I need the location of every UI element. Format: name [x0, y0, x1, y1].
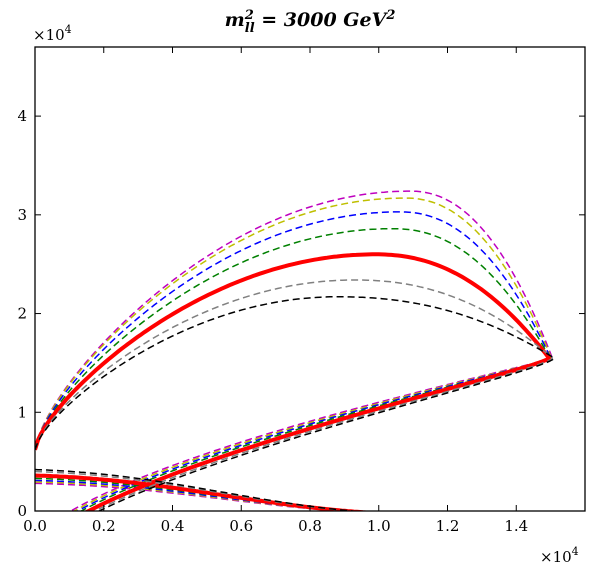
y-axis-multiplier: ×104: [33, 23, 72, 44]
ticks-group: 0.0 0.2 0.4 0.6 0.8 1.0 1.2 1.4 0 1 2 3 4: [17, 47, 585, 535]
x-tick-label: 0.6: [229, 517, 253, 535]
plot-frame: [34, 46, 586, 512]
x-tick-label: 0.8: [298, 517, 322, 535]
series-yellow-line: [35, 481, 351, 511]
x-tick-label: 1.0: [367, 517, 391, 535]
series-green-line: [35, 477, 354, 511]
series-magenta-line: [35, 190, 554, 511]
x-tick-label: 0.2: [92, 517, 116, 535]
series-blue-line: [35, 211, 552, 511]
y-tick-label: 0: [17, 502, 27, 520]
x-tick-label: 0.0: [23, 517, 47, 535]
y-tick-label: 4: [17, 107, 27, 125]
y-tick-label: 1: [17, 403, 27, 421]
series-black-line: [35, 296, 556, 511]
series-gray-line: [35, 470, 359, 511]
series-blue-line: [35, 479, 352, 511]
y-tick-label: 3: [17, 206, 27, 224]
x-tick-label: 0.4: [161, 517, 185, 535]
x-axis-multiplier: ×104: [540, 545, 579, 566]
x-tick-label: 1.2: [436, 517, 460, 535]
x-tick-label: 1.4: [504, 517, 528, 535]
series-gray-line: [35, 279, 554, 511]
series-red-line: [35, 473, 376, 511]
series-magenta-line: [35, 482, 349, 511]
curves-group: [35, 190, 556, 511]
series-black-line: [35, 468, 360, 511]
y-tick-label: 2: [17, 305, 27, 323]
chart-title: m2 ll = 3000 GeV2: [225, 8, 396, 36]
